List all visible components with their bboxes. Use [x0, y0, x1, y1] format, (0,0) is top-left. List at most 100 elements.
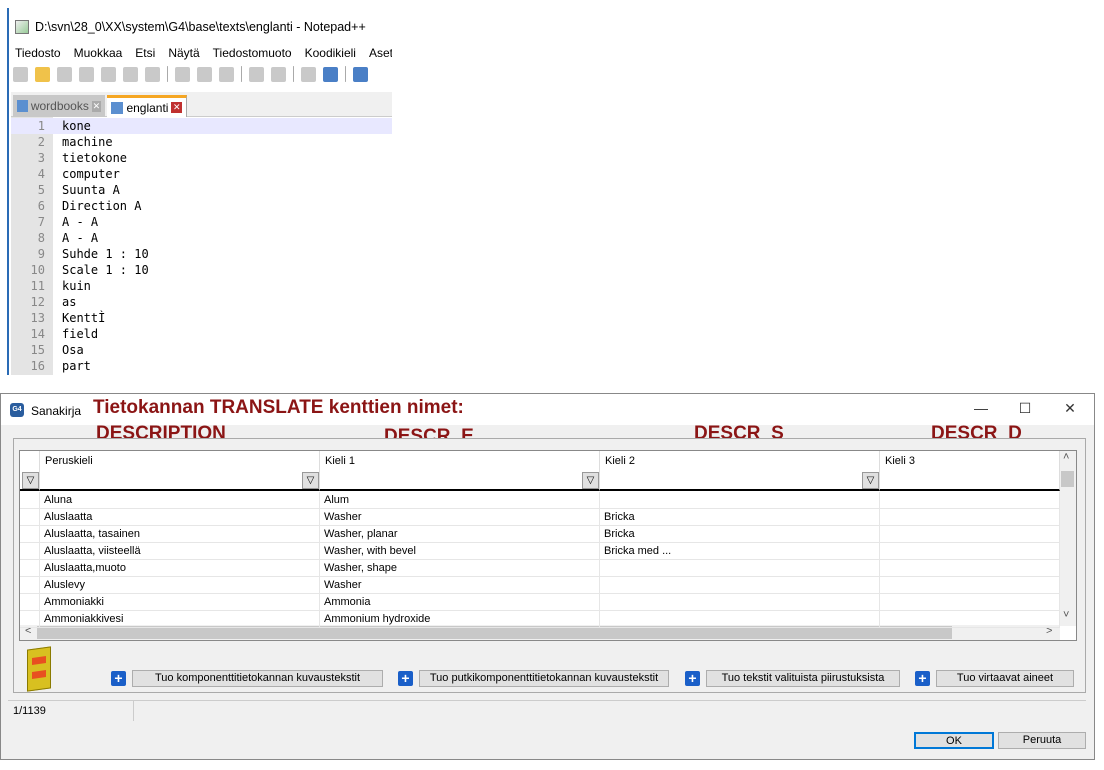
scroll-left-icon[interactable]: <	[25, 625, 32, 637]
table-cell[interactable]	[880, 577, 1060, 594]
table-cell[interactable]: Washer	[320, 509, 600, 526]
table-cell[interactable]	[600, 492, 880, 509]
table-cell[interactable]	[600, 577, 880, 594]
redo-icon[interactable]	[271, 66, 286, 82]
table-cell[interactable]: Aluna	[40, 492, 320, 509]
paste-icon[interactable]	[219, 66, 234, 82]
zoom-in-icon[interactable]	[353, 66, 368, 82]
row-selector[interactable]	[20, 492, 40, 509]
tab-wordbooks[interactable]: wordbooks ✕	[13, 95, 105, 117]
horizontal-scrollbar[interactable]: < >	[20, 625, 1060, 640]
table-cell[interactable]	[880, 594, 1060, 611]
filter-icon[interactable]: ▽	[302, 472, 319, 489]
plus-icon[interactable]: +	[398, 671, 413, 686]
table-cell[interactable]: Bricka	[600, 509, 880, 526]
table-cell[interactable]: Ammoniakkivesi	[40, 611, 320, 628]
table-cell[interactable]	[880, 543, 1060, 560]
table-cell[interactable]: Ammoniakki	[40, 594, 320, 611]
table-cell[interactable]: Alum	[320, 492, 600, 509]
row-selector[interactable]	[20, 594, 40, 611]
maximize-button[interactable]: ☐	[1018, 400, 1032, 416]
replace-icon[interactable]	[323, 66, 338, 82]
print-icon[interactable]	[145, 66, 160, 82]
close-icon[interactable]	[101, 66, 116, 82]
cut-icon[interactable]	[175, 66, 190, 82]
open-file-icon[interactable]	[35, 66, 50, 82]
table-cell[interactable]	[880, 492, 1060, 509]
scroll-up-icon[interactable]: ˄	[1063, 451, 1070, 463]
row-selector[interactable]	[20, 611, 40, 628]
close-icon[interactable]: ✕	[91, 100, 101, 112]
minimize-button[interactable]: —	[974, 400, 988, 416]
row-selector[interactable]	[20, 509, 40, 526]
table-cell[interactable]: Washer	[320, 577, 600, 594]
close-all-icon[interactable]	[123, 66, 138, 82]
import-component-db-button[interactable]: Tuo komponenttitietokannan kuvaustekstit	[132, 670, 383, 687]
plus-icon[interactable]: +	[915, 671, 930, 686]
dictionary-grid[interactable]: ˄ ˅ < > ▽ Peruskieli ▽ Kieli 1 ▽ Kieli 2 ▽ Kieli …	[19, 450, 1077, 641]
table-cell[interactable]: Washer, with bevel	[320, 543, 600, 560]
plus-icon[interactable]: +	[685, 671, 700, 686]
table-cell[interactable]	[880, 611, 1060, 628]
find-icon[interactable]	[301, 66, 316, 82]
filter-icon[interactable]: ▽	[582, 472, 599, 489]
table-cell[interactable]: Ammonia	[320, 594, 600, 611]
menu-item[interactable]: Etsi	[135, 46, 156, 60]
import-fluids-button[interactable]: Tuo virtaavat aineet	[936, 670, 1074, 687]
text-editor[interactable]: 1 kone 2 machine 3 tietokone 4 computer 5 Suunta …	[11, 117, 392, 375]
import-drawings-button[interactable]: Tuo tekstit valituista piirustuksista	[706, 670, 900, 687]
table-row[interactable]: Aluslaatta Washer Bricka	[20, 509, 1060, 526]
table-row[interactable]: Aluna Alum	[20, 492, 1060, 509]
import-pipe-component-db-button[interactable]: Tuo putkikomponenttitietokannan kuvauste…	[419, 670, 669, 687]
filter-icon[interactable]: ▽	[22, 472, 39, 489]
row-selector[interactable]	[20, 543, 40, 560]
vertical-scrollbar[interactable]: ˄ ˅	[1059, 451, 1076, 626]
table-row[interactable]: Ammoniakki Ammonia	[20, 594, 1060, 611]
table-cell[interactable]: Aluslaatta	[40, 509, 320, 526]
table-cell[interactable]: Aluslaatta, viisteellä	[40, 543, 320, 560]
copy-icon[interactable]	[197, 66, 212, 82]
row-selector[interactable]	[20, 577, 40, 594]
tab-englanti[interactable]: englanti ✕	[107, 95, 187, 117]
table-cell[interactable]: Bricka med ...	[600, 543, 880, 560]
table-cell[interactable]	[880, 560, 1060, 577]
table-cell[interactable]	[600, 611, 880, 628]
plus-icon[interactable]: +	[111, 671, 126, 686]
save-all-icon[interactable]	[79, 66, 94, 82]
menu-item[interactable]: Muokkaa	[73, 46, 123, 60]
scroll-right-icon[interactable]: >	[1046, 625, 1053, 637]
filter-icon[interactable]: ▽	[862, 472, 879, 489]
table-cell[interactable]: Ammonium hydroxide	[320, 611, 600, 628]
table-row[interactable]: Aluslaatta,muoto Washer, shape	[20, 560, 1060, 577]
menu-item[interactable]: Näytä	[168, 46, 200, 60]
table-cell[interactable]	[880, 526, 1060, 543]
cancel-button[interactable]: Peruuta	[998, 732, 1086, 749]
table-cell[interactable]: Aluslaatta, tasainen	[40, 526, 320, 543]
row-selector[interactable]	[20, 526, 40, 543]
table-cell[interactable]: Aluslaatta,muoto	[40, 560, 320, 577]
save-icon[interactable]	[57, 66, 72, 82]
table-cell[interactable]: Bricka	[600, 526, 880, 543]
scroll-down-icon[interactable]: ˅	[1063, 609, 1070, 621]
table-row[interactable]: Aluslevy Washer	[20, 577, 1060, 594]
table-cell[interactable]	[600, 560, 880, 577]
menu-item[interactable]: Koodikieli	[304, 46, 356, 60]
column-header[interactable]: Peruskieli ▽	[40, 451, 320, 491]
column-header[interactable]: Kieli 1 ▽	[320, 451, 600, 491]
table-cell[interactable]	[600, 594, 880, 611]
menu-item[interactable]: Tiedostomuoto	[212, 46, 292, 60]
table-cell[interactable]: Aluslevy	[40, 577, 320, 594]
column-header[interactable]: Kieli 3	[880, 451, 1060, 491]
undo-icon[interactable]	[249, 66, 264, 82]
table-cell[interactable]: Washer, shape	[320, 560, 600, 577]
table-row[interactable]: Aluslaatta, viisteellä Washer, with bevel…	[20, 543, 1060, 560]
column-header[interactable]: Kieli 2 ▽	[600, 451, 880, 491]
menu-item[interactable]: Tiedosto	[15, 46, 61, 60]
table-row[interactable]: Ammoniakkivesi Ammonium hydroxide	[20, 611, 1060, 628]
close-button[interactable]: ✕	[1064, 400, 1076, 416]
close-icon[interactable]: ✕	[171, 102, 182, 113]
ok-button[interactable]: OK	[914, 732, 994, 749]
new-file-icon[interactable]	[13, 66, 28, 82]
table-row[interactable]: Aluslaatta, tasainen Washer, planar Bricka	[20, 526, 1060, 543]
menu-item[interactable]: Asetukset	[368, 46, 392, 60]
